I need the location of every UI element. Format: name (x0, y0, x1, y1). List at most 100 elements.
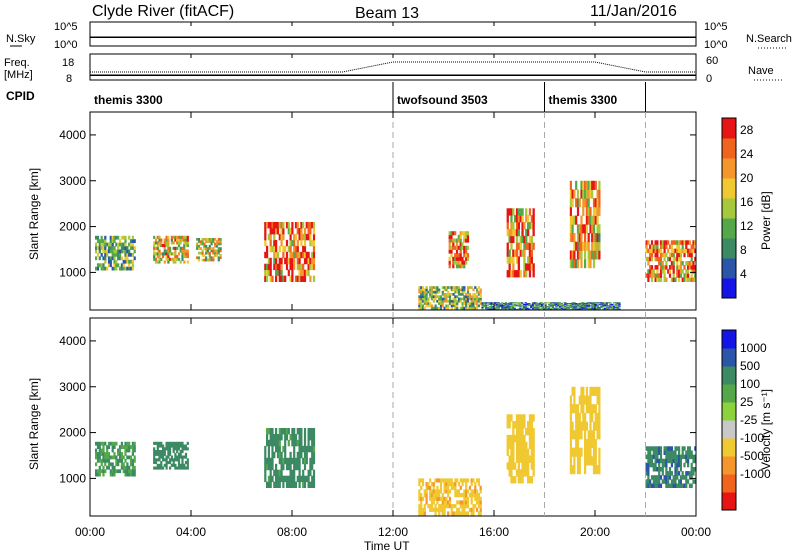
heatmap-cell (421, 306, 425, 310)
heatmap-cell (652, 483, 655, 488)
heatmap-cell (548, 308, 551, 310)
heatmap-cell (282, 428, 285, 435)
heatmap-cell (519, 307, 522, 309)
heatmap-cell (450, 482, 453, 487)
heatmap-cell (118, 266, 122, 271)
heatmap-cell (160, 455, 163, 459)
heatmap-cell (589, 259, 592, 269)
heatmap-cell (596, 304, 599, 306)
heatmap-cell (676, 446, 679, 451)
heatmap-cell (177, 252, 181, 256)
heatmap-cell (485, 306, 488, 309)
heatmap-cell (197, 251, 201, 255)
heatmap-cell (421, 482, 425, 487)
heatmap-cell (580, 304, 583, 306)
heatmap-cell (172, 461, 175, 465)
heatmap-cell (441, 507, 444, 512)
heatmap-cell (594, 439, 597, 449)
heatmap-cell (584, 430, 587, 440)
heatmap-cell (102, 249, 105, 254)
heatmap-cell (311, 239, 314, 247)
heatmap-cell (676, 244, 679, 249)
heatmap-cell (477, 293, 480, 296)
heatmap-cell (569, 395, 572, 405)
heatmap-cell (690, 248, 693, 254)
heatmap-cell (573, 386, 576, 396)
heatmap-cell (176, 447, 179, 451)
heatmap-cell (430, 496, 434, 501)
heatmap-cell (508, 306, 511, 308)
heatmap-cell (429, 288, 432, 292)
heatmap-cell (117, 242, 120, 247)
heatmap-cell (307, 445, 310, 453)
heatmap-cell (156, 255, 159, 259)
heatmap-cell (598, 303, 601, 305)
heatmap-cell (186, 466, 189, 470)
heatmap-cell (598, 198, 601, 208)
freq-tick-top: 18 (62, 57, 74, 69)
heatmap-cell (517, 455, 520, 463)
heatmap-cell (423, 290, 426, 294)
heatmap-cell (485, 304, 488, 306)
heatmap-cell (174, 235, 177, 239)
heatmap-cell (468, 286, 471, 289)
heatmap-cell (276, 451, 280, 459)
heatmap-cell (447, 504, 450, 509)
heatmap-cell (595, 308, 598, 310)
heatmap-cell (585, 404, 588, 414)
heatmap-cell (679, 261, 682, 266)
heatmap-cell (576, 224, 580, 234)
heatmap-cell (665, 277, 668, 282)
heatmap-cell (436, 496, 439, 501)
heatmap-cell (466, 286, 470, 289)
heatmap-cell (490, 308, 493, 310)
heatmap-cell (312, 222, 316, 229)
heatmap-cell (128, 472, 131, 477)
heatmap-cell (113, 465, 116, 470)
heatmap-cell (113, 249, 116, 254)
heatmap-cell (524, 306, 527, 309)
heatmap-cell (535, 306, 538, 309)
heatmap-cell (183, 246, 186, 250)
heatmap-cell (571, 308, 574, 310)
heatmap-cell (420, 507, 423, 512)
heatmap-cell (494, 306, 497, 309)
heatmap-cell (668, 475, 672, 480)
heatmap-cell (668, 273, 672, 278)
heatmap-cell (654, 252, 657, 258)
heatmap-cell (519, 306, 522, 309)
heatmap-cell (592, 180, 596, 190)
heatmap-cell (566, 306, 569, 309)
heatmap-cell (540, 303, 544, 305)
heatmap-cell (512, 222, 515, 230)
heatmap-cell (459, 242, 462, 247)
heatmap-cell (575, 198, 578, 208)
heatmap-cell (585, 439, 588, 449)
heatmap-cell (124, 448, 127, 453)
heatmap-cell (118, 445, 122, 449)
heatmap-cell (535, 307, 538, 309)
heatmap-cell (466, 489, 470, 494)
heatmap-cell (461, 507, 464, 512)
heatmap-cell (519, 469, 522, 477)
heatmap-cell (576, 198, 580, 208)
heatmap-cell (564, 308, 567, 310)
heatmap-cell (176, 450, 179, 454)
heatmap-cell (156, 452, 159, 456)
heatmap-cell (514, 421, 517, 429)
heatmap-cell (665, 479, 668, 484)
heatmap-cell (512, 307, 515, 309)
heatmap-cell (454, 485, 457, 490)
heatmap-cell (573, 233, 576, 243)
heatmap-cell (569, 430, 572, 440)
heatmap-cell (111, 448, 114, 453)
heatmap-cell (95, 242, 98, 247)
heatmap-cell (586, 305, 589, 307)
heatmap-cell (429, 496, 432, 501)
heatmap-cell (573, 430, 576, 440)
heatmap-cell (98, 441, 101, 446)
heatmap-cell (665, 462, 668, 468)
heatmap-cell (122, 462, 125, 467)
heatmap-cell (468, 302, 471, 305)
heatmap-cell (668, 244, 672, 249)
